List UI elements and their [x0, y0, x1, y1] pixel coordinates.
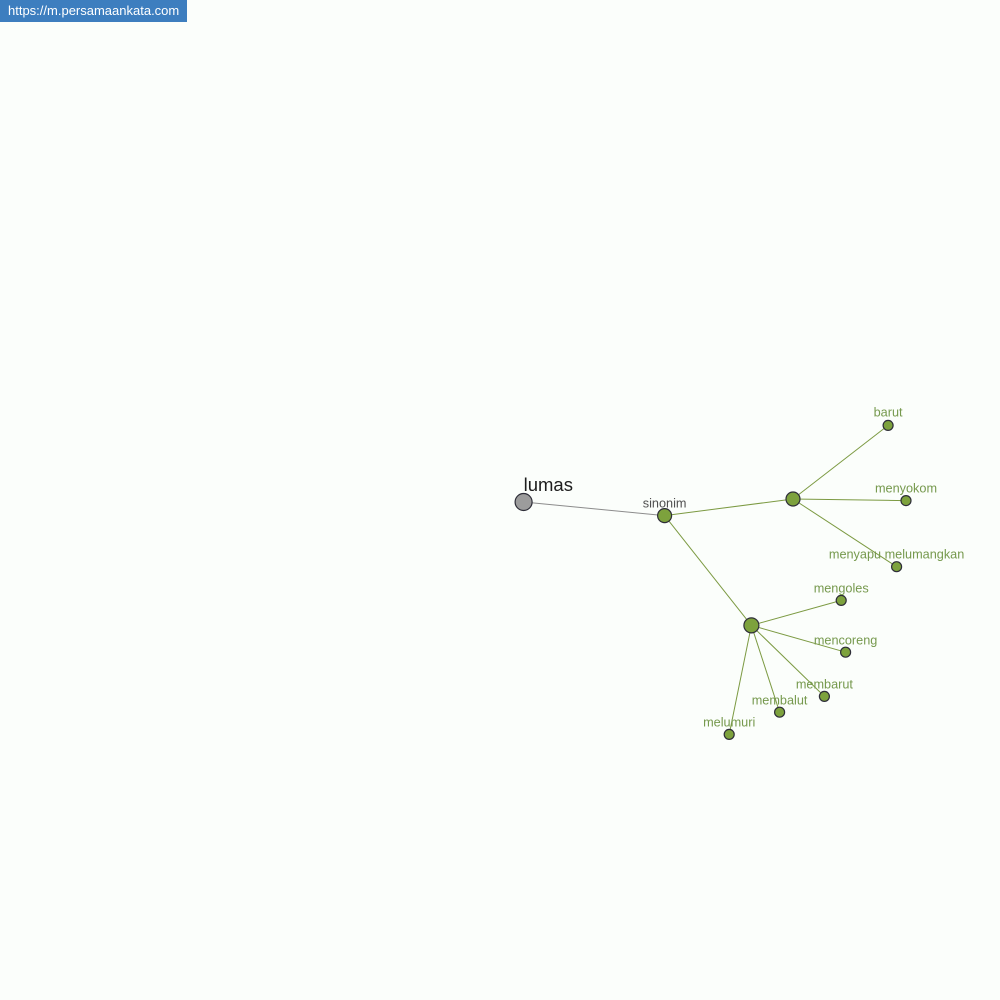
svg-text:membalut: membalut	[752, 694, 808, 708]
svg-text:menyapu melumangkan: menyapu melumangkan	[829, 548, 964, 562]
svg-text:sinonim: sinonim	[643, 497, 687, 511]
svg-text:barut: barut	[874, 406, 903, 420]
svg-text:membarut: membarut	[796, 678, 854, 692]
svg-text:menyokom: menyokom	[875, 482, 937, 496]
svg-text:melumuri: melumuri	[703, 716, 755, 730]
svg-text:mengoles: mengoles	[814, 582, 869, 596]
svg-text:mencoreng: mencoreng	[814, 634, 877, 648]
svg-text:lumas: lumas	[524, 474, 573, 495]
